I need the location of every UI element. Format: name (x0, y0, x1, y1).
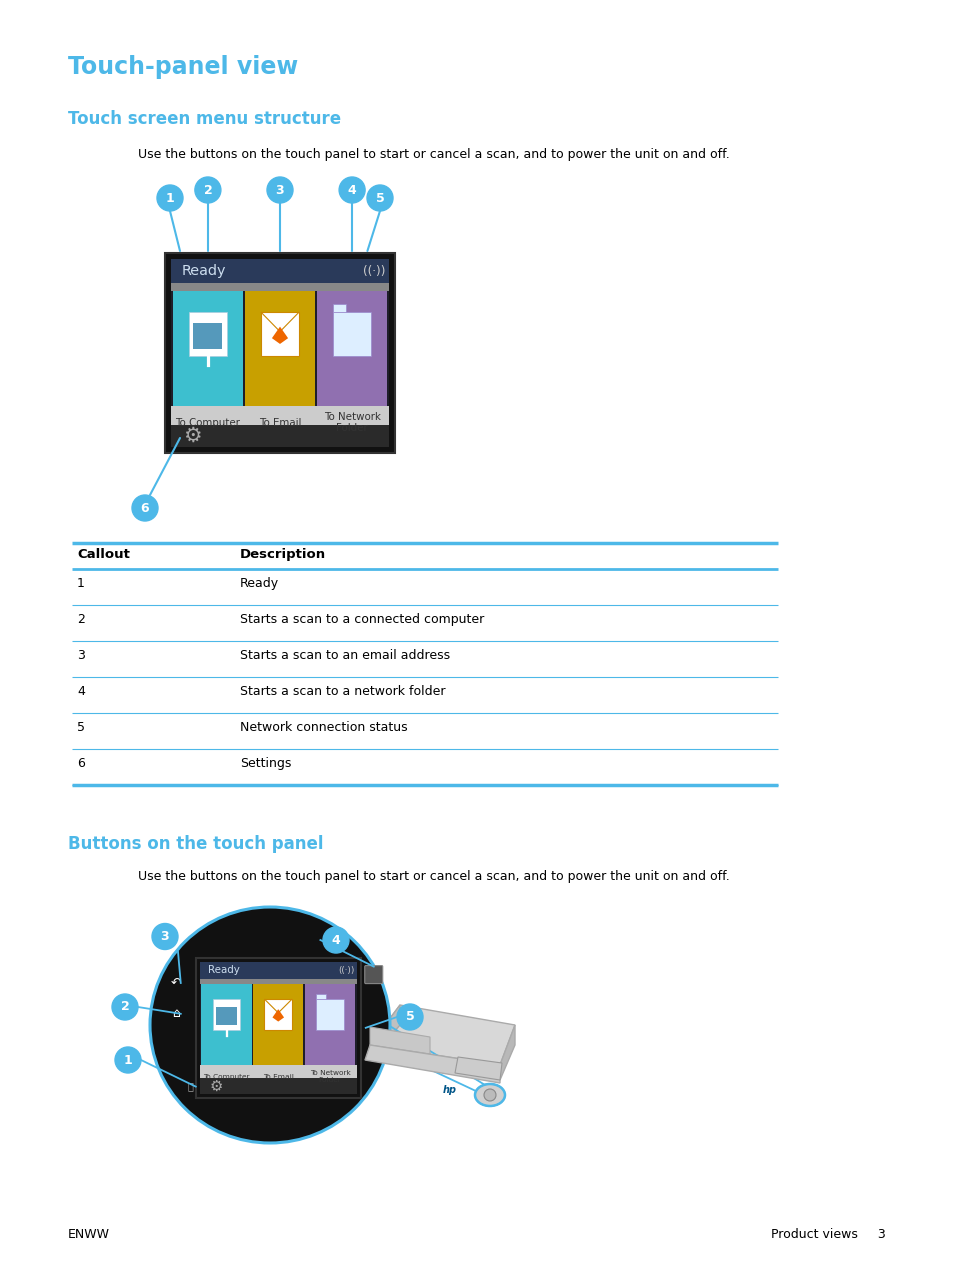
Text: To Network
Folder: To Network Folder (323, 413, 380, 433)
Text: Product views     3: Product views 3 (770, 1228, 885, 1242)
Text: 1: 1 (124, 1054, 132, 1067)
Polygon shape (272, 326, 288, 344)
FancyBboxPatch shape (165, 253, 395, 453)
FancyBboxPatch shape (189, 312, 227, 356)
FancyBboxPatch shape (171, 283, 389, 291)
Text: 4: 4 (77, 685, 85, 699)
FancyBboxPatch shape (253, 984, 303, 1064)
FancyBboxPatch shape (213, 999, 240, 1030)
FancyBboxPatch shape (333, 304, 346, 312)
Text: hp: hp (442, 1085, 456, 1095)
FancyBboxPatch shape (200, 979, 356, 984)
Circle shape (483, 1088, 496, 1101)
FancyBboxPatch shape (245, 291, 314, 406)
Text: 5: 5 (77, 721, 85, 734)
Text: Callout: Callout (77, 547, 130, 561)
Text: Network connection status: Network connection status (240, 721, 407, 734)
Circle shape (132, 495, 158, 521)
Text: Ready: Ready (181, 264, 226, 278)
FancyBboxPatch shape (171, 424, 389, 447)
Text: ⚙: ⚙ (184, 425, 202, 446)
Circle shape (115, 1046, 141, 1073)
Text: Use the buttons on the touch panel to start or cancel a scan, and to power the u: Use the buttons on the touch panel to st… (138, 870, 729, 883)
Text: ⌂: ⌂ (172, 1007, 179, 1020)
Text: 1: 1 (166, 192, 174, 204)
Text: To Computer: To Computer (203, 1073, 250, 1079)
Text: 4: 4 (347, 183, 356, 197)
Text: Use the buttons on the touch panel to start or cancel a scan, and to power the u: Use the buttons on the touch panel to st… (138, 149, 729, 161)
Text: 2: 2 (77, 613, 85, 626)
FancyBboxPatch shape (171, 406, 389, 439)
Text: ((·)): ((·)) (337, 966, 354, 975)
Text: 5: 5 (375, 192, 384, 204)
Text: 3: 3 (275, 183, 284, 197)
Polygon shape (370, 1005, 399, 1060)
Text: Description: Description (240, 547, 326, 561)
FancyBboxPatch shape (260, 312, 299, 356)
Circle shape (152, 923, 178, 950)
Text: Ready: Ready (240, 577, 279, 591)
FancyBboxPatch shape (264, 999, 292, 1030)
Circle shape (267, 177, 293, 203)
Text: ((·)): ((·)) (363, 264, 385, 278)
FancyBboxPatch shape (316, 291, 387, 406)
Text: ⚙: ⚙ (209, 1078, 222, 1093)
FancyBboxPatch shape (200, 1078, 356, 1093)
FancyBboxPatch shape (216, 1007, 236, 1025)
FancyBboxPatch shape (315, 993, 326, 999)
Text: ⓘ: ⓘ (188, 1082, 193, 1092)
Text: Starts a scan to an email address: Starts a scan to an email address (240, 649, 450, 662)
Circle shape (157, 185, 183, 211)
Polygon shape (455, 1057, 501, 1080)
FancyBboxPatch shape (171, 259, 389, 447)
Circle shape (112, 994, 138, 1020)
FancyBboxPatch shape (364, 965, 382, 983)
Text: 6: 6 (77, 757, 85, 770)
Text: 1: 1 (77, 577, 85, 591)
FancyBboxPatch shape (200, 961, 356, 1093)
FancyBboxPatch shape (200, 1064, 356, 1088)
FancyBboxPatch shape (200, 961, 356, 979)
FancyBboxPatch shape (201, 984, 252, 1064)
Text: Starts a scan to a network folder: Starts a scan to a network folder (240, 685, 445, 699)
Text: To Email: To Email (258, 418, 301, 428)
Text: 6: 6 (140, 502, 150, 514)
Ellipse shape (475, 1085, 504, 1106)
Text: Starts a scan to a connected computer: Starts a scan to a connected computer (240, 613, 484, 626)
Ellipse shape (150, 907, 390, 1143)
Text: To Network
Folder: To Network Folder (310, 1071, 350, 1083)
Circle shape (194, 177, 221, 203)
Polygon shape (365, 1045, 499, 1083)
Text: ENWW: ENWW (68, 1228, 110, 1242)
Text: To Email: To Email (262, 1073, 294, 1079)
Text: Touch-panel view: Touch-panel view (68, 55, 298, 79)
FancyBboxPatch shape (315, 999, 343, 1030)
Text: To Computer: To Computer (175, 418, 240, 428)
FancyBboxPatch shape (195, 958, 360, 1097)
FancyBboxPatch shape (172, 291, 243, 406)
Text: ↶: ↶ (171, 977, 181, 989)
Polygon shape (273, 1010, 284, 1021)
Polygon shape (499, 1025, 515, 1080)
Text: 5: 5 (405, 1011, 414, 1024)
Text: 4: 4 (332, 933, 340, 946)
Circle shape (338, 177, 365, 203)
Text: Ready: Ready (208, 965, 239, 975)
Text: 2: 2 (120, 1001, 130, 1013)
FancyBboxPatch shape (333, 312, 371, 356)
Text: Settings: Settings (240, 757, 291, 770)
FancyBboxPatch shape (305, 984, 355, 1064)
Polygon shape (370, 1005, 515, 1066)
Text: 3: 3 (77, 649, 85, 662)
FancyBboxPatch shape (171, 259, 389, 283)
Circle shape (323, 927, 349, 952)
Text: Touch screen menu structure: Touch screen menu structure (68, 110, 341, 128)
Circle shape (367, 185, 393, 211)
FancyBboxPatch shape (193, 323, 222, 349)
Polygon shape (370, 1027, 430, 1054)
Circle shape (396, 1005, 422, 1030)
Text: Buttons on the touch panel: Buttons on the touch panel (68, 834, 323, 853)
Text: 2: 2 (203, 183, 213, 197)
Text: 3: 3 (160, 930, 169, 944)
